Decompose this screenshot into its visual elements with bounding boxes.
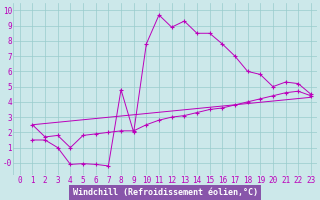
X-axis label: Windchill (Refroidissement éolien,°C): Windchill (Refroidissement éolien,°C) [73, 188, 258, 197]
